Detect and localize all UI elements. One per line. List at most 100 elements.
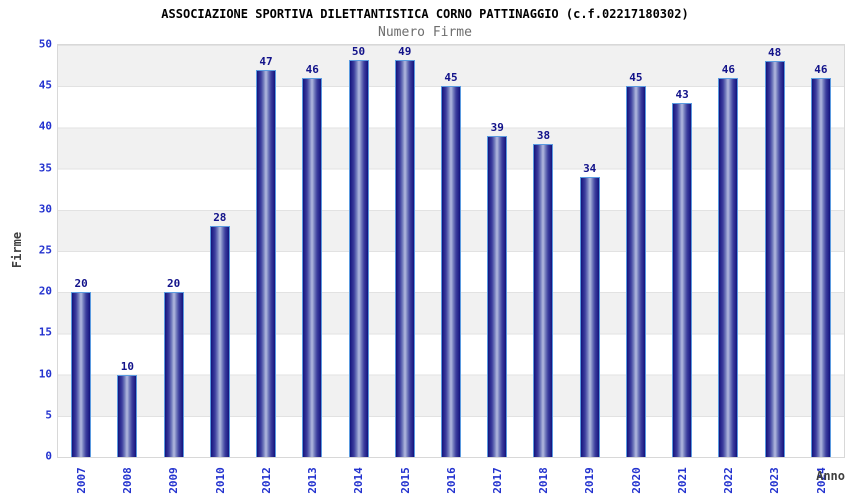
bar-value-label: 46 — [814, 62, 828, 76]
bar-2013 — [302, 77, 323, 457]
bar-slot: 45 2020 — [613, 45, 659, 493]
y-tick-label: 10 — [38, 367, 52, 381]
x-tick-wrap: 2022 — [705, 457, 751, 500]
bar-value-label: 39 — [490, 120, 504, 134]
bar-slot: 45 2016 — [428, 45, 474, 493]
bar-value-label: 43 — [675, 87, 689, 101]
x-tick-wrap: 2023 — [752, 457, 798, 500]
x-tick-label: 2012 — [259, 466, 273, 494]
y-tick-label: 35 — [38, 161, 52, 175]
bar-value-label: 50 — [351, 45, 366, 58]
x-tick-wrap: 2013 — [289, 457, 335, 500]
bar-slot: 46 2022 — [705, 45, 751, 493]
bar-value-label: 48 — [768, 46, 782, 60]
bar-slot: 20 2007 — [58, 45, 104, 493]
x-tick-label: 2010 — [213, 466, 227, 494]
bar-value-label: 46 — [721, 62, 736, 76]
x-tick-wrap: 2018 — [520, 457, 566, 500]
y-tick-label: 40 — [38, 119, 52, 133]
x-tick-label: 2017 — [490, 466, 504, 494]
bar-2007 — [71, 292, 92, 457]
x-tick-label: 2019 — [583, 466, 597, 494]
y-tick-label: 5 — [45, 408, 52, 422]
bar-2023 — [764, 61, 785, 457]
bar-slot: 20 2009 — [150, 45, 196, 493]
bar-slot: 49 2015 — [382, 45, 428, 493]
bar-2009 — [163, 292, 184, 457]
bar-value-label: 10 — [120, 359, 134, 373]
x-axis-title: Anno — [816, 469, 845, 483]
bar-value-label: 45 — [629, 71, 643, 85]
x-tick-wrap: 2017 — [474, 457, 520, 500]
bar-value-label: 46 — [305, 62, 319, 76]
bar-2008 — [117, 374, 138, 457]
bar-value-label: 20 — [166, 277, 181, 291]
bar-value-label: 45 — [444, 71, 458, 85]
bar-slot: 39 2017 — [474, 45, 520, 493]
bar-2010 — [209, 226, 230, 457]
plot-area: 20 2007 10 2008 20 2009 28 2010 47 2012 46 2013 50 20… — [57, 44, 845, 493]
x-tick-label: 2023 — [768, 466, 782, 494]
x-tick-wrap: 2010 — [197, 457, 243, 500]
y-tick-label: 30 — [38, 202, 52, 216]
x-tick-label: 2008 — [120, 466, 134, 494]
x-tick-wrap: 2008 — [104, 457, 150, 500]
bar-slot: 46 2024 — [798, 45, 844, 493]
x-tick-wrap: 2020 — [613, 457, 659, 500]
bar-slot: 48 2023 — [752, 45, 798, 493]
bar-value-label: 28 — [213, 211, 227, 225]
bar-slot: 28 2010 — [197, 45, 243, 493]
x-tick-label: 2014 — [352, 466, 366, 494]
bar-slot: 43 2021 — [659, 45, 705, 493]
y-tick-label: 0 — [45, 449, 52, 463]
bar-value-label: 38 — [536, 128, 551, 142]
y-tick-label: 20 — [38, 284, 52, 298]
x-tick-label: 2020 — [629, 466, 643, 494]
bar-slot: 10 2008 — [104, 45, 150, 493]
bar-slot: 50 2014 — [335, 45, 381, 493]
x-tick-wrap: 2009 — [150, 457, 196, 500]
chart-subtitle: Numero Firme — [378, 25, 472, 40]
y-axis: 0 5 10 15 20 25 30 35 40 45 50 — [0, 38, 52, 463]
bar-slot: 38 2018 — [520, 45, 566, 493]
bar-value-label: 34 — [583, 161, 597, 175]
x-tick-wrap: 2015 — [382, 457, 428, 500]
x-tick-label: 2007 — [74, 466, 88, 494]
bar-slot: 46 2013 — [289, 45, 335, 493]
bar-2016 — [440, 86, 461, 457]
bar-2020 — [625, 86, 646, 457]
x-tick-label: 2016 — [444, 466, 458, 494]
bar-2017 — [487, 135, 508, 457]
y-tick-label: 25 — [38, 243, 52, 257]
x-tick-label: 2018 — [536, 466, 550, 494]
bar-2015 — [394, 60, 415, 457]
bar-value-label: 20 — [74, 277, 88, 291]
y-tick-label: 45 — [38, 78, 52, 92]
bar-2012 — [256, 69, 277, 457]
chart-title: ASSOCIAZIONE SPORTIVA DILETTANTISTICA CO… — [161, 7, 689, 21]
bar-2021 — [672, 102, 693, 457]
x-tick-wrap: 2014 — [335, 457, 381, 500]
x-tick-wrap: 2016 — [428, 457, 474, 500]
bar-2019 — [579, 176, 600, 457]
bar-2014 — [348, 60, 369, 457]
x-tick-label: 2009 — [167, 466, 181, 494]
y-tick-label: 50 — [38, 37, 52, 51]
x-tick-wrap: 2012 — [243, 457, 289, 500]
x-tick-wrap: 2019 — [567, 457, 613, 500]
bar-slot: 47 2012 — [243, 45, 289, 493]
bar-2022 — [718, 77, 739, 457]
x-tick-label: 2022 — [721, 466, 735, 494]
bar-2018 — [533, 143, 554, 457]
x-tick-label: 2015 — [398, 466, 412, 494]
x-tick-wrap: 2007 — [58, 457, 104, 500]
bar-value-label: 49 — [398, 45, 412, 58]
x-tick-label: 2021 — [675, 466, 689, 494]
bar-2024 — [810, 77, 831, 457]
bar-value-label: 47 — [259, 54, 273, 68]
bar-slot: 34 2019 — [567, 45, 613, 493]
y-tick-label: 15 — [38, 325, 52, 339]
x-tick-wrap: 2021 — [659, 457, 705, 500]
x-tick-label: 2013 — [305, 466, 319, 494]
